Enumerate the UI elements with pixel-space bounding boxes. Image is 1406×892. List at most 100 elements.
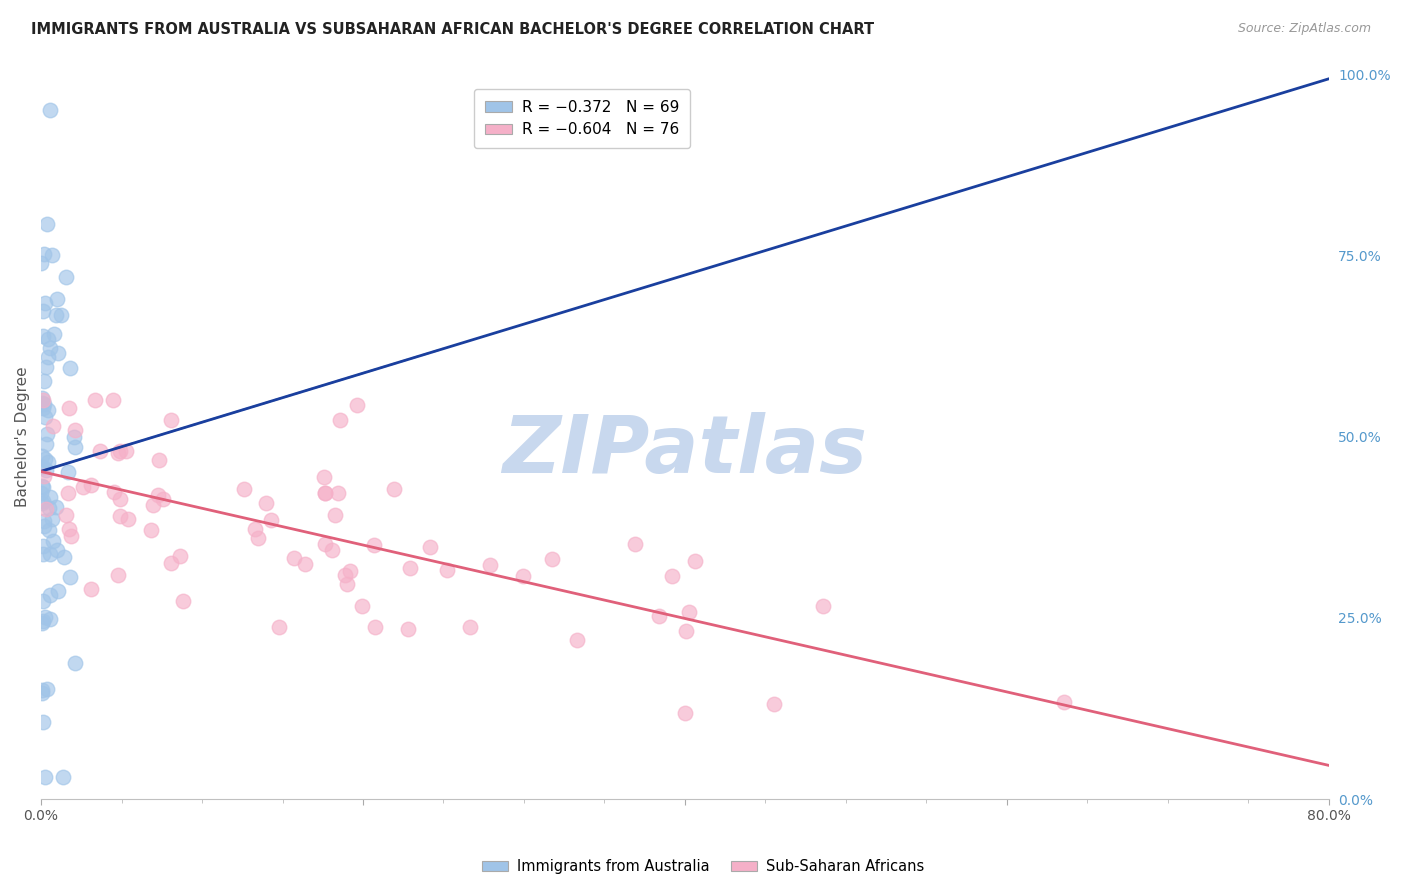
Point: [32, 519, 55, 533]
Point: [34, 452, 56, 467]
Point: [60, 529, 83, 543]
Point: [31, 547, 53, 561]
Point: [762, 697, 785, 711]
Point: [34, 360, 56, 375]
Point: [53, 549, 76, 564]
Point: [323, 508, 346, 522]
Point: [37, 403, 59, 417]
Point: [35, 217, 58, 231]
Point: [56, 486, 79, 500]
Point: [62, 430, 84, 444]
Point: [31, 480, 53, 494]
Point: [31, 479, 53, 493]
Point: [31, 686, 53, 700]
Point: [32, 494, 55, 508]
Point: [259, 513, 281, 527]
Point: [363, 538, 385, 552]
Point: [84, 393, 107, 408]
Point: [661, 569, 683, 583]
Point: [399, 561, 422, 575]
Point: [41, 512, 63, 526]
Point: [321, 543, 343, 558]
Point: [59, 570, 82, 584]
Point: [478, 558, 501, 572]
Point: [458, 620, 481, 634]
Point: [108, 491, 131, 506]
Point: [363, 620, 385, 634]
Point: [31, 496, 53, 510]
Text: Source: ZipAtlas.com: Source: ZipAtlas.com: [1237, 22, 1371, 36]
Point: [37, 455, 59, 469]
Point: [34, 770, 56, 784]
Point: [65, 423, 87, 437]
Point: [346, 398, 368, 412]
Point: [32, 304, 55, 318]
Point: [329, 413, 352, 427]
Point: [45, 543, 67, 558]
Point: [46, 583, 69, 598]
Point: [58, 522, 80, 536]
Point: [283, 551, 305, 566]
Point: [160, 556, 183, 570]
Text: IMMIGRANTS FROM AUSTRALIA VS SUBSAHARAN AFRICAN BACHELOR'S DEGREE CORRELATION CH: IMMIGRANTS FROM AUSTRALIA VS SUBSAHARAN …: [31, 22, 875, 37]
Point: [328, 485, 350, 500]
Point: [339, 564, 361, 578]
Point: [312, 470, 335, 484]
Point: [80, 582, 103, 596]
Point: [172, 594, 194, 608]
Point: [333, 568, 356, 582]
Point: [55, 508, 77, 522]
Point: [30, 485, 52, 500]
Point: [648, 608, 671, 623]
Point: [256, 496, 278, 510]
Point: [31, 393, 53, 408]
Point: [142, 499, 165, 513]
Point: [673, 706, 696, 720]
Point: [31, 449, 53, 463]
Point: [350, 599, 373, 613]
Point: [35, 502, 58, 516]
Point: [233, 482, 256, 496]
Point: [148, 488, 170, 502]
Point: [34, 515, 56, 529]
Point: [675, 624, 697, 638]
Point: [247, 532, 270, 546]
Point: [101, 393, 124, 408]
Point: [103, 485, 125, 500]
Point: [89, 444, 111, 458]
Point: [32, 401, 55, 416]
Point: [678, 606, 700, 620]
Point: [114, 443, 136, 458]
Point: [243, 522, 266, 536]
Point: [152, 491, 174, 506]
Point: [32, 460, 55, 475]
Point: [541, 552, 564, 566]
Point: [63, 656, 86, 670]
Point: [117, 511, 139, 525]
Point: [107, 446, 129, 460]
Point: [1053, 696, 1076, 710]
Point: [148, 453, 170, 467]
Point: [139, 524, 162, 538]
Point: [31, 392, 53, 406]
Point: [314, 537, 336, 551]
Point: [35, 427, 58, 442]
Point: [314, 486, 336, 500]
Point: [42, 419, 65, 434]
Point: [34, 463, 56, 477]
Point: [59, 361, 82, 376]
Legend: Immigrants from Australia, Sub-Saharan Africans: Immigrants from Australia, Sub-Saharan A…: [475, 854, 931, 880]
Point: [294, 558, 316, 572]
Point: [46, 292, 69, 306]
Point: [107, 567, 129, 582]
Point: [34, 296, 56, 310]
Point: [37, 350, 59, 364]
Point: [683, 554, 706, 568]
Point: [49, 308, 72, 322]
Point: [565, 632, 588, 647]
Point: [32, 715, 55, 730]
Point: [45, 308, 67, 322]
Point: [42, 533, 65, 548]
Point: [32, 246, 55, 260]
Point: [39, 588, 62, 602]
